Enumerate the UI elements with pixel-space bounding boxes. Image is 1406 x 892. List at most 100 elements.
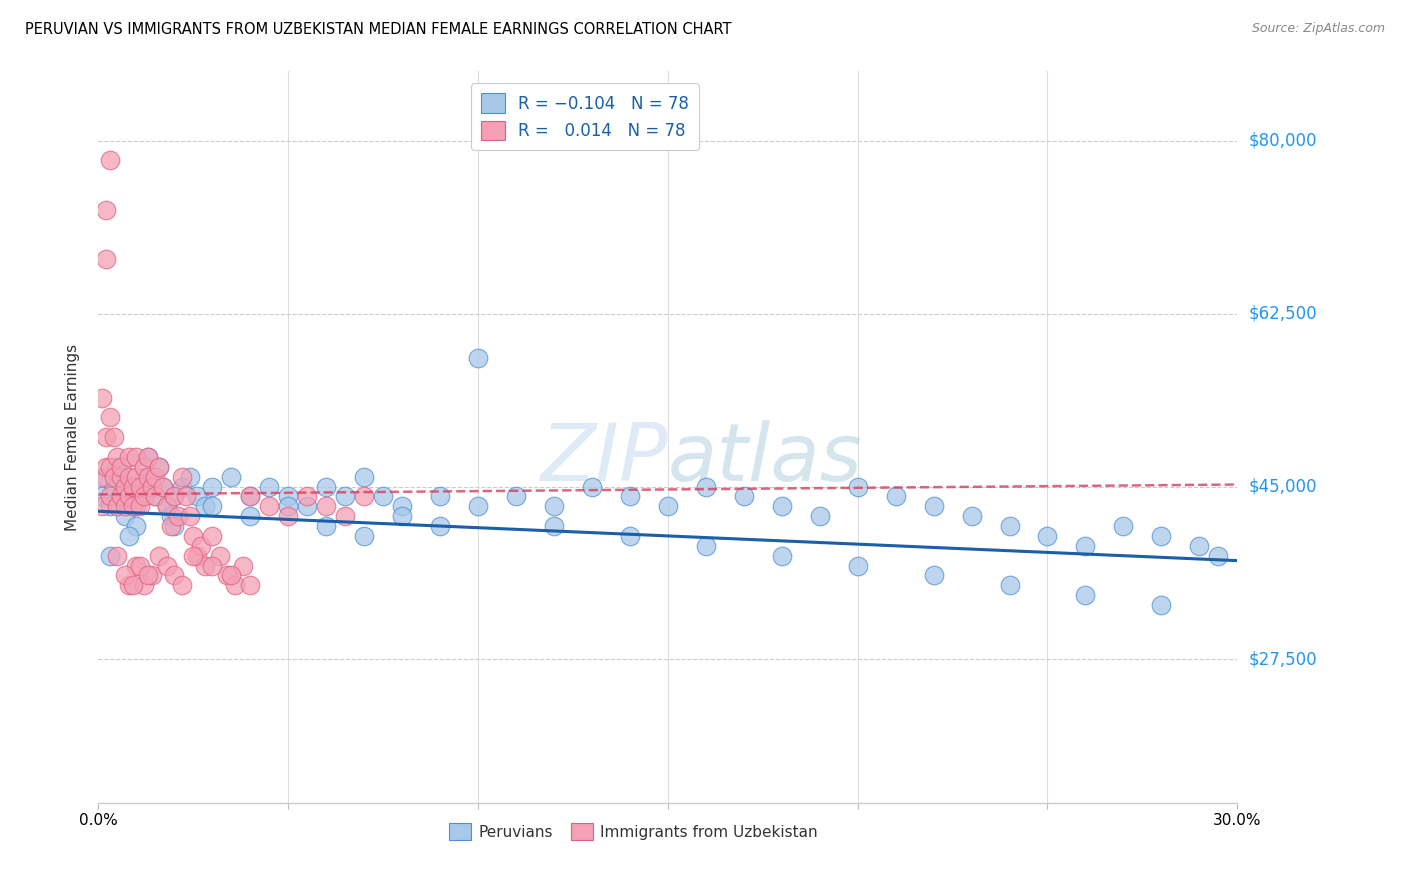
Point xyxy=(770,549,793,563)
Point xyxy=(145,489,167,503)
Point xyxy=(239,509,262,524)
Point xyxy=(221,568,243,582)
Point xyxy=(136,469,159,483)
Point xyxy=(110,489,132,503)
Point xyxy=(148,549,170,563)
Point xyxy=(156,500,179,514)
Point xyxy=(132,469,155,483)
Text: $45,000: $45,000 xyxy=(1249,477,1317,495)
Point xyxy=(125,469,148,483)
Point xyxy=(163,489,186,503)
Point xyxy=(619,489,641,503)
Text: PERUVIAN VS IMMIGRANTS FROM UZBEKISTAN MEDIAN FEMALE EARNINGS CORRELATION CHART: PERUVIAN VS IMMIGRANTS FROM UZBEKISTAN M… xyxy=(25,22,731,37)
Point xyxy=(353,489,375,503)
Point xyxy=(429,519,451,533)
Y-axis label: Median Female Earnings: Median Female Earnings xyxy=(65,343,80,531)
Point xyxy=(114,568,136,582)
Point xyxy=(998,519,1021,533)
Point xyxy=(1036,529,1059,543)
Point xyxy=(98,489,121,503)
Point xyxy=(183,549,205,563)
Point xyxy=(297,500,319,514)
Point xyxy=(152,479,174,493)
Point xyxy=(103,469,125,483)
Point xyxy=(148,459,170,474)
Point xyxy=(103,479,125,493)
Point xyxy=(315,479,337,493)
Point xyxy=(125,450,148,464)
Point xyxy=(114,509,136,524)
Point xyxy=(167,509,190,524)
Point xyxy=(277,489,299,503)
Point xyxy=(846,558,869,573)
Point xyxy=(163,568,186,582)
Point xyxy=(170,469,193,483)
Point xyxy=(145,469,167,483)
Point xyxy=(141,469,163,483)
Point xyxy=(98,500,121,514)
Point xyxy=(103,430,125,444)
Point xyxy=(125,519,148,533)
Point xyxy=(121,479,143,493)
Point xyxy=(91,391,114,405)
Point xyxy=(543,519,565,533)
Point xyxy=(136,450,159,464)
Point xyxy=(353,469,375,483)
Point xyxy=(110,459,132,474)
Point xyxy=(505,489,527,503)
Point xyxy=(922,568,945,582)
Point xyxy=(107,450,129,464)
Point xyxy=(156,558,179,573)
Point xyxy=(467,500,489,514)
Point xyxy=(129,500,152,514)
Point xyxy=(239,578,262,592)
Point xyxy=(277,500,299,514)
Point xyxy=(770,500,793,514)
Point xyxy=(1150,529,1173,543)
Point xyxy=(98,549,121,563)
Point xyxy=(129,558,152,573)
Point xyxy=(94,202,117,217)
Point xyxy=(201,529,224,543)
Point xyxy=(114,479,136,493)
Text: $62,500: $62,500 xyxy=(1249,304,1317,323)
Point xyxy=(335,489,357,503)
Point xyxy=(94,469,117,483)
Point xyxy=(94,459,117,474)
Point xyxy=(467,351,489,365)
Point xyxy=(1150,598,1173,612)
Point xyxy=(94,252,117,267)
Point xyxy=(107,500,129,514)
Point xyxy=(129,489,152,503)
Point xyxy=(98,153,121,168)
Point xyxy=(118,529,141,543)
Point xyxy=(194,500,217,514)
Point xyxy=(98,459,121,474)
Legend: Peruvians, Immigrants from Uzbekistan: Peruvians, Immigrants from Uzbekistan xyxy=(443,816,824,847)
Point xyxy=(98,410,121,425)
Point xyxy=(136,450,159,464)
Point xyxy=(239,489,262,503)
Point xyxy=(125,558,148,573)
Point xyxy=(163,519,186,533)
Point xyxy=(239,489,262,503)
Point xyxy=(179,469,201,483)
Point xyxy=(297,489,319,503)
Point xyxy=(91,489,114,503)
Point xyxy=(118,479,141,493)
Point xyxy=(224,578,246,592)
Point xyxy=(179,509,201,524)
Point xyxy=(125,500,148,514)
Point xyxy=(884,489,907,503)
Point xyxy=(1208,549,1230,563)
Point xyxy=(846,479,869,493)
Point xyxy=(221,469,243,483)
Point xyxy=(429,489,451,503)
Text: Source: ZipAtlas.com: Source: ZipAtlas.com xyxy=(1251,22,1385,36)
Point xyxy=(1112,519,1135,533)
Point xyxy=(186,549,208,563)
Point xyxy=(259,500,281,514)
Point xyxy=(163,489,186,503)
Point xyxy=(174,489,197,503)
Point xyxy=(232,558,254,573)
